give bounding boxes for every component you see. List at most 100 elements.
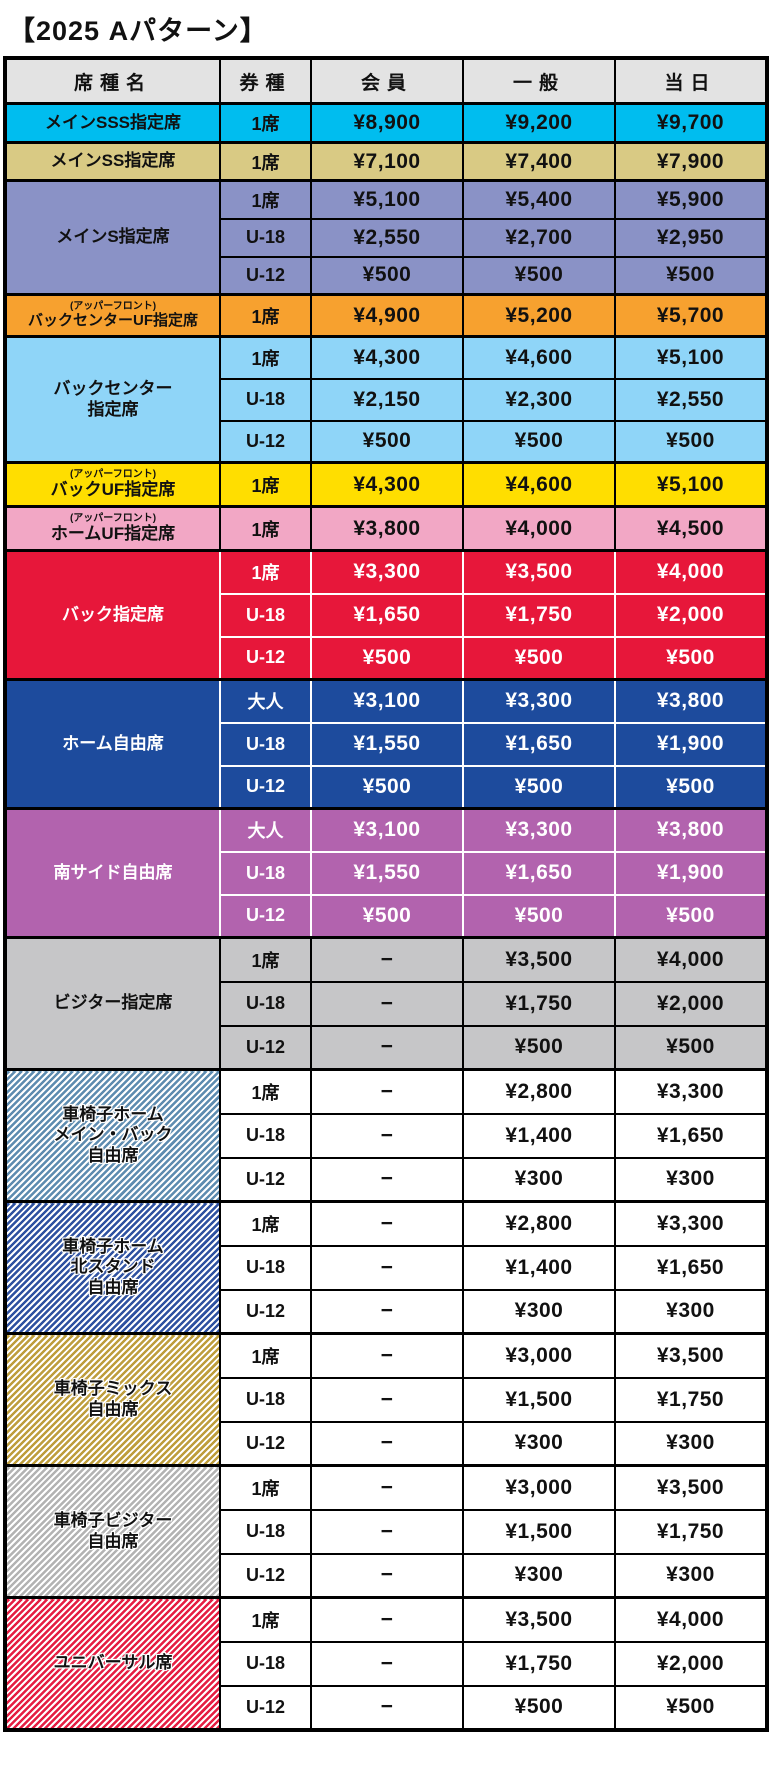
general-price-cell: ¥4,000 (462, 505, 616, 552)
general-price-cell: ¥7,400 (462, 141, 616, 182)
ticket-type-cell: U-12 (219, 1420, 312, 1467)
seat-type-note: (アッパーフロント) (69, 468, 157, 480)
same-day-price-cell: ¥1,650 (614, 1112, 769, 1159)
table-row: U-12− ¥300 ¥300 (5, 1552, 769, 1599)
ticket-type-cell: U-12 (219, 1024, 312, 1071)
seat-type-label: 車椅子ホーム (62, 1105, 164, 1125)
seat-type-cell: ホーム自由席 (3, 678, 221, 810)
seat-type-label: 北スタンド (70, 1257, 156, 1277)
general-price-cell: ¥3,000 (462, 1332, 616, 1379)
ticket-type-cell: 1席 (219, 179, 312, 220)
ticket-type-cell: U-18 (219, 1508, 312, 1555)
general-price-cell: ¥3,000 (462, 1464, 616, 1511)
same-day-price-cell: ¥3,800 (614, 807, 769, 853)
general-price-cell: ¥4,600 (462, 461, 616, 508)
ticket-type-cell: U-18 (219, 377, 312, 422)
ticket-type-cell: U-12 (219, 1288, 312, 1335)
ticket-type-cell: 1席 (219, 141, 312, 182)
same-day-price-cell: ¥9,700 (614, 102, 769, 144)
member-price-cell: − (310, 1200, 464, 1247)
seat-type-cell: 車椅子ミックス 自由席 (3, 1332, 221, 1467)
general-price-cell: ¥1,500 (462, 1508, 616, 1555)
general-price-cell: ¥3,300 (462, 807, 616, 853)
member-price-cell: − (310, 1068, 464, 1115)
table-row: バック指定席 1席 ¥3,300 ¥3,500 ¥4,000 (3, 549, 769, 681)
table-row: U-12− ¥500 ¥500 (5, 1684, 769, 1731)
member-price-cell: ¥1,550 (310, 850, 464, 896)
member-price-cell: ¥500 (310, 635, 464, 681)
ticket-type-cell: U-18 (219, 980, 312, 1027)
same-day-price-cell: ¥500 (614, 893, 769, 939)
general-price-cell: ¥1,750 (462, 980, 616, 1027)
seat-type-cell: 南サイド自由席 (3, 807, 221, 939)
member-price-cell: ¥3,100 (310, 807, 464, 853)
member-price-cell: − (310, 1640, 464, 1687)
member-price-cell: − (310, 1464, 464, 1511)
table-row: U-12 ¥500 ¥500 ¥500 (5, 635, 769, 681)
ticket-type-cell: U-18 (219, 1640, 312, 1687)
ticket-type-cell: U-18 (219, 1244, 312, 1291)
seat-type-cell: メインS指定席 (3, 179, 221, 296)
table-header: 席種名 券種 会員 一般 当日 (4, 56, 768, 105)
seat-type-label: 車椅子ビジター (53, 1511, 173, 1531)
seat-type-cell: (アッパーフロント) バックセンターUF指定席 (3, 293, 221, 338)
header-row: 席種名 券種 会員 一般 当日 (4, 56, 768, 105)
general-price-cell: ¥300 (462, 1156, 616, 1203)
ticket-type-cell: U-12 (219, 1552, 312, 1599)
same-day-price-cell: ¥1,650 (614, 1244, 769, 1291)
member-price-cell: ¥1,650 (310, 592, 464, 638)
same-day-price-cell: ¥4,500 (614, 505, 769, 552)
table-row: U-18 ¥2,550 ¥2,700 ¥2,950 (5, 217, 769, 258)
member-price-cell: − (310, 980, 464, 1027)
table-body: メインSSS指定席 1席 ¥8,900 ¥9,200 ¥9,700 メインSS指定席 1席 ¥… (3, 102, 769, 1731)
same-day-price-cell: ¥5,100 (614, 335, 769, 380)
ticket-type-cell: U-18 (219, 592, 312, 638)
seat-type-label: 自由席 (87, 1531, 139, 1551)
seat-type-cell: 車椅子ホーム メイン・バック 自由席 (3, 1068, 221, 1203)
header-member: 会員 (310, 56, 464, 105)
seat-type-label: メインSS指定席 (50, 151, 176, 171)
seat-type-label: メイン・バック (53, 1125, 173, 1145)
ticket-type-cell: U-12 (219, 1156, 312, 1203)
table-row: (アッパーフロント) バックUF指定席 1席 ¥4,300 ¥4,600 ¥5,100 (3, 461, 769, 508)
same-day-price-cell: ¥300 (614, 1156, 769, 1203)
seat-type-label: 車椅子ホーム (62, 1237, 164, 1257)
general-price-cell: ¥500 (462, 635, 616, 681)
member-price-cell: ¥1,550 (310, 721, 464, 767)
seat-type-label: バック指定席 (62, 604, 164, 624)
member-price-cell: ¥8,900 (310, 102, 464, 144)
same-day-price-cell: ¥500 (614, 764, 769, 810)
table-row: バックセンター 指定席 1席 ¥4,300 ¥4,600 ¥5,100 (3, 335, 769, 464)
seat-type-cell: メインSSS指定席 (3, 102, 221, 144)
member-price-cell: ¥500 (310, 255, 464, 296)
table-row: U-12− ¥300 ¥300 (5, 1156, 769, 1203)
seat-type-label: 車椅子ミックス (53, 1379, 173, 1399)
table-row: U-12− ¥300 ¥300 (5, 1420, 769, 1467)
member-price-cell: ¥7,100 (310, 141, 464, 182)
general-price-cell: ¥3,500 (462, 549, 616, 595)
same-day-price-cell: ¥4,000 (614, 1596, 769, 1643)
member-price-cell: − (310, 1024, 464, 1071)
member-price-cell: − (310, 1508, 464, 1555)
table-row: U-12 ¥500 ¥500 ¥500 (5, 764, 769, 810)
ticket-type-cell: U-12 (219, 419, 312, 464)
page-title: 【2025 Aパターン】 (8, 16, 268, 46)
same-day-price-cell: ¥2,950 (614, 217, 769, 258)
ticket-type-cell: U-12 (219, 764, 312, 810)
table-row: 車椅子ホーム メイン・バック 自由席 1席 − ¥2,800 ¥3,300 (3, 1068, 769, 1203)
seat-type-label: 自由席 (87, 1145, 139, 1165)
seat-type-note: (アッパーフロント) (69, 512, 157, 524)
same-day-price-cell: ¥1,900 (614, 721, 769, 767)
general-price-cell: ¥2,300 (462, 377, 616, 422)
ticket-type-cell: U-12 (219, 1684, 312, 1731)
table-row: 車椅子ミックス 自由席 1席 − ¥3,000 ¥3,500 (3, 1332, 769, 1467)
table-row: メインSSS指定席 1席 ¥8,900 ¥9,200 ¥9,700 (3, 102, 769, 144)
same-day-price-cell: ¥500 (614, 1684, 769, 1731)
general-price-cell: ¥2,700 (462, 217, 616, 258)
ticket-type-cell: U-12 (219, 635, 312, 681)
table-row: U-12 ¥500 ¥500 ¥500 (5, 419, 769, 464)
same-day-price-cell: ¥7,900 (614, 141, 769, 182)
same-day-price-cell: ¥2,550 (614, 377, 769, 422)
general-price-cell: ¥300 (462, 1288, 616, 1335)
table-row: U-18− ¥1,500 ¥1,750 (5, 1376, 769, 1423)
